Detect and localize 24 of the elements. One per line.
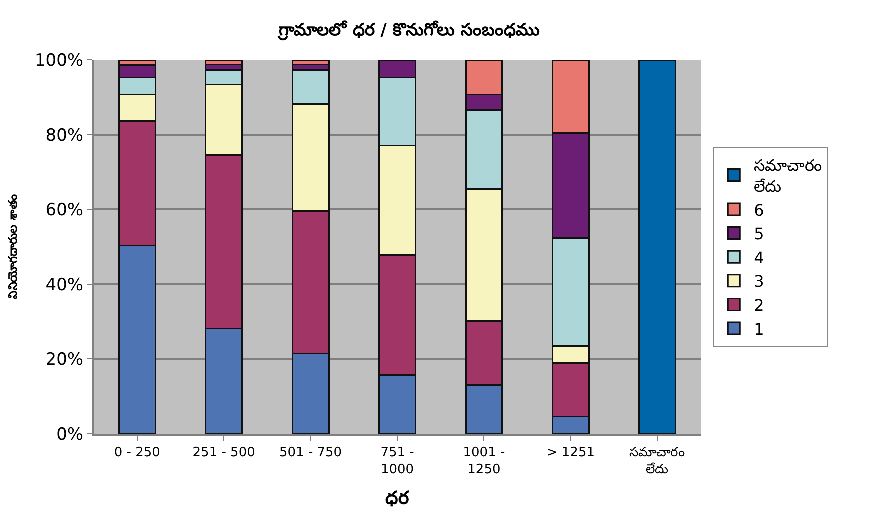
y-tick-label: 60% [46, 200, 84, 221]
x-tick-label: 0 - 250 [114, 446, 160, 461]
legend-label: సమాచారం లేదు [754, 156, 822, 196]
y-tick-label: 20% [46, 350, 84, 370]
chart-title: గ్రామాలలో ధర / కొనుగోలు సంబంధము [276, 20, 540, 42]
x-tick-label: > 1251 [546, 446, 595, 461]
x-tick-label: సమాచారం లేదు [630, 446, 686, 478]
x-tick-label: 751 - 1000 [380, 446, 415, 478]
x-tick-label: 251 - 500 [192, 446, 256, 461]
legend-label: 1 [754, 320, 764, 339]
legend-label: 5 [754, 224, 764, 244]
y-tick-label: 100% [34, 50, 84, 71]
bar [638, 60, 677, 434]
legend-label: 6 [754, 200, 764, 220]
x-axis-title: ధర [386, 488, 410, 510]
legend-label: 2 [754, 296, 764, 315]
y-tick-label: 0% [56, 424, 84, 445]
y-tick-label: 40% [46, 275, 84, 296]
x-tick-label: 501 - 750 [279, 446, 342, 461]
y-axis-title: వినియోగదారుల శాతం [6, 194, 20, 300]
y-tick-label: 80% [46, 126, 84, 146]
legend-label: 4 [754, 248, 764, 268]
legend-label: 3 [754, 272, 764, 292]
x-tick-label: 1001 - 1250 [463, 446, 506, 478]
